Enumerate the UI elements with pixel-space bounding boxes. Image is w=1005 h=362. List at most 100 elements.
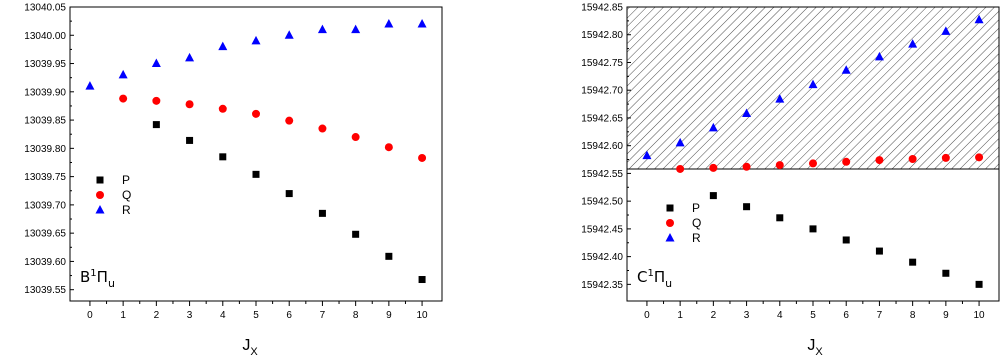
data-point-q bbox=[809, 159, 817, 168]
data-point-r bbox=[808, 79, 818, 89]
legend-marker-q bbox=[666, 219, 674, 227]
y-tick-label: 15942.35 bbox=[581, 280, 623, 291]
x-tick-label: 10 bbox=[417, 310, 429, 321]
data-point-p bbox=[942, 269, 950, 277]
legend-label-q: Q bbox=[122, 188, 131, 202]
x-tick-label: 2 bbox=[154, 310, 160, 321]
series-points bbox=[85, 18, 427, 284]
term-annotation: C1Πu bbox=[637, 268, 672, 290]
data-point-q bbox=[252, 109, 260, 118]
x-tick-label: 5 bbox=[810, 310, 816, 321]
legend-marker-p bbox=[96, 176, 104, 184]
legend-label-p: P bbox=[122, 173, 130, 187]
data-point-r bbox=[874, 51, 884, 61]
y-ticks: 13039.55 13039.60 13039.65 13039.70 13039.75… bbox=[24, 3, 74, 296]
data-point-r bbox=[284, 30, 294, 39]
x-tick-label: 3 bbox=[744, 310, 750, 321]
y-tick-label: 15942.40 bbox=[581, 252, 623, 263]
y-tick-label: 15942.80 bbox=[581, 30, 623, 41]
data-point-r bbox=[251, 35, 261, 45]
data-point-r bbox=[151, 58, 161, 68]
x-tick-label: 6 bbox=[286, 310, 292, 321]
data-point-p bbox=[743, 203, 751, 211]
data-point-q bbox=[775, 161, 784, 170]
data-point-r bbox=[841, 65, 851, 74]
legend-marker-r bbox=[95, 205, 105, 214]
x-tick-label: 4 bbox=[777, 310, 783, 321]
x-tick-label: 0 bbox=[87, 310, 93, 321]
x-tick-label: 8 bbox=[353, 310, 359, 321]
data-point-r bbox=[118, 69, 128, 79]
y-tick-label: 13039.85 bbox=[24, 116, 66, 127]
legend-label-r: R bbox=[122, 203, 131, 217]
x-tick-label: 9 bbox=[943, 310, 949, 321]
data-point-q bbox=[218, 104, 227, 113]
y-tick-label: 13039.75 bbox=[24, 172, 66, 183]
data-point-p bbox=[318, 209, 326, 217]
x-tick-label: 3 bbox=[187, 310, 193, 321]
term-annotation: B1Πu bbox=[80, 268, 115, 290]
data-point-p bbox=[152, 121, 160, 129]
x-axis-label: JX bbox=[807, 337, 823, 358]
x-tick-label: 9 bbox=[386, 310, 392, 321]
data-point-r bbox=[185, 52, 195, 62]
data-point-p bbox=[875, 247, 883, 255]
data-point-p bbox=[252, 170, 260, 178]
y-ticks: 15942.35 15942.40 15942.45 15942.50 15942.55… bbox=[581, 3, 631, 291]
data-point-p bbox=[776, 214, 784, 222]
data-point-r bbox=[908, 39, 918, 48]
data-point-r bbox=[317, 24, 327, 34]
data-point-r bbox=[742, 108, 752, 118]
data-point-q bbox=[908, 154, 917, 163]
data-point-q bbox=[709, 163, 718, 172]
x-tick-label: 6 bbox=[843, 310, 849, 321]
x-tick-label: 0 bbox=[644, 310, 650, 321]
data-point-r bbox=[85, 81, 95, 90]
data-point-q bbox=[842, 157, 851, 166]
x-tick-label: 2 bbox=[711, 310, 717, 321]
data-point-p bbox=[186, 136, 194, 144]
data-point-q bbox=[875, 156, 884, 165]
y-tick-label: 13039.95 bbox=[24, 59, 66, 70]
legend-marker-r bbox=[665, 233, 675, 242]
data-point-r bbox=[941, 26, 951, 35]
data-point-r bbox=[708, 122, 718, 132]
data-point-r bbox=[642, 150, 652, 160]
x-tick-label: 7 bbox=[877, 310, 883, 321]
data-point-p bbox=[385, 252, 393, 260]
x-tick-label: 1 bbox=[120, 310, 126, 321]
data-point-p bbox=[709, 192, 717, 200]
data-point-r bbox=[974, 14, 984, 24]
x-tick-label: 10 bbox=[974, 310, 986, 321]
legend: PQR bbox=[95, 173, 131, 217]
data-point-q bbox=[119, 94, 128, 103]
series-points bbox=[642, 14, 984, 288]
data-point-p bbox=[352, 230, 360, 238]
data-point-q bbox=[941, 153, 950, 162]
data-point-q bbox=[351, 133, 360, 142]
x-axis-label: JX bbox=[242, 337, 258, 358]
y-tick-label: 13039.65 bbox=[24, 229, 66, 240]
y-tick-label: 13040.00 bbox=[24, 31, 66, 42]
x-ticks: 0 1 2 3 4 5 6 7 8 9 10 bbox=[644, 301, 985, 321]
x-tick-label: 1 bbox=[677, 310, 683, 321]
x-tick-label: 5 bbox=[253, 310, 259, 321]
data-point-q bbox=[384, 143, 393, 152]
data-point-p bbox=[842, 236, 850, 244]
y-tick-label: 15942.65 bbox=[581, 113, 623, 124]
data-point-r bbox=[218, 41, 228, 51]
x-tick-label: 4 bbox=[220, 310, 226, 321]
y-tick-label: 13039.60 bbox=[24, 257, 66, 268]
x-ticks: 0 1 2 3 4 5 6 7 8 9 10 bbox=[87, 301, 428, 321]
data-point-q bbox=[676, 164, 685, 173]
y-tick-label: 15942.70 bbox=[581, 86, 623, 97]
data-point-p bbox=[285, 190, 293, 198]
y-tick-label: 13039.55 bbox=[24, 285, 66, 296]
data-point-p bbox=[418, 276, 426, 284]
y-tick-label: 15942.75 bbox=[581, 58, 623, 69]
data-point-q bbox=[185, 100, 194, 109]
data-point-p bbox=[219, 153, 227, 161]
chart-c1piu: 15942.35 15942.40 15942.45 15942.50 15942.55… bbox=[581, 3, 1000, 358]
y-tick-label: 13039.80 bbox=[24, 144, 66, 155]
data-point-r bbox=[675, 137, 685, 147]
